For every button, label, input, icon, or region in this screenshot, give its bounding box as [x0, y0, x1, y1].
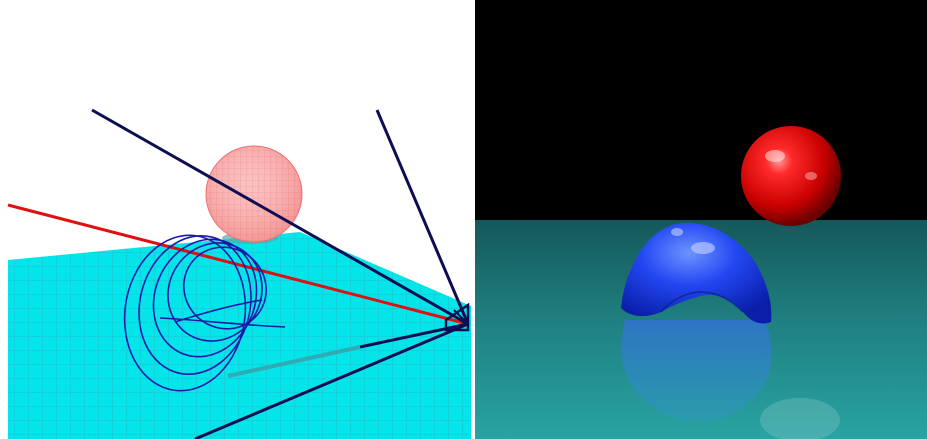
wireframe-viewport[interactable]: [0, 0, 471, 439]
sphere-reflection: [760, 398, 840, 439]
projection-segment: [227, 345, 361, 378]
red-sphere: [741, 126, 841, 226]
sphere-highlight-2: [805, 172, 817, 180]
camera-frustum: [91, 108, 470, 439]
wireframe-scene: [7, 108, 471, 439]
trajectory-curve: [123, 234, 286, 392]
rendered-scene: [475, 0, 927, 439]
sphere-highlight: [765, 150, 785, 162]
view-ray-line: [7, 203, 469, 326]
render-viewport[interactable]: [475, 0, 927, 439]
blue-object-reflection: [621, 320, 772, 422]
wireframe-sphere: [205, 145, 303, 243]
render-sky: [475, 0, 927, 220]
panel-divider: [471, 0, 475, 439]
blue-saddle-object: [621, 222, 772, 324]
